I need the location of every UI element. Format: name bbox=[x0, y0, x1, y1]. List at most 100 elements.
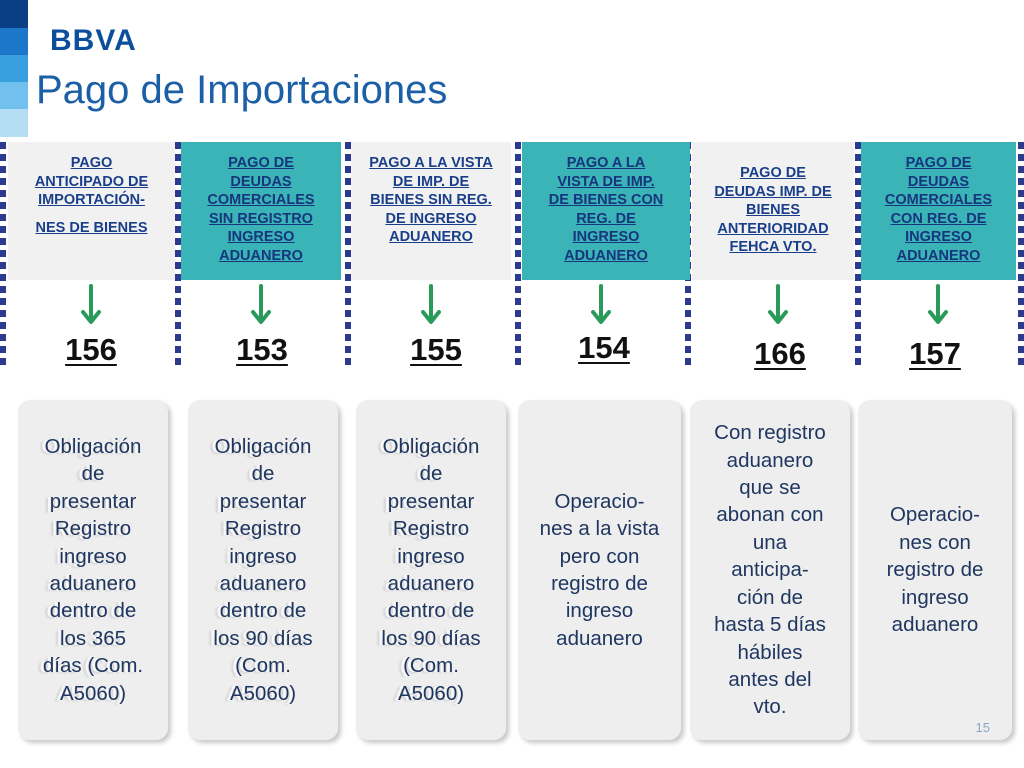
arrow-down-icon bbox=[928, 284, 948, 324]
card-line: Registro bbox=[54, 517, 132, 541]
card-line: los 90 días bbox=[381, 626, 481, 650]
card-line: aduanero bbox=[387, 572, 475, 595]
accent-stripe-3 bbox=[0, 55, 28, 82]
card-line: ingreso bbox=[901, 585, 969, 609]
card-line: Con registro bbox=[714, 421, 826, 445]
page-title: Pago de Importaciones bbox=[36, 68, 448, 112]
header-line: INGRESO bbox=[905, 229, 972, 245]
card-line: nes a la vista bbox=[539, 517, 660, 541]
card-line: Registro bbox=[224, 517, 302, 541]
card-line: dentro de bbox=[219, 599, 307, 623]
header-line: PAGO A LA VISTA bbox=[369, 155, 493, 171]
card-line: hábiles bbox=[737, 640, 803, 664]
column-separator bbox=[345, 142, 351, 370]
card-line: Operacio- bbox=[889, 503, 980, 527]
card-line: días (Com. bbox=[42, 654, 144, 678]
accent-stripe-4 bbox=[0, 82, 28, 109]
card-line: de bbox=[251, 462, 275, 486]
card-line: aduanero bbox=[49, 572, 137, 595]
card-line: registro de bbox=[551, 572, 648, 595]
header-line: COMERCIALES bbox=[884, 192, 993, 208]
header-line: CON REG. DE bbox=[890, 210, 987, 227]
header-line: ANTERIORIDAD bbox=[717, 220, 829, 237]
card-line: de bbox=[81, 462, 105, 486]
header-line: PAGO DE bbox=[228, 155, 294, 171]
card-line: aduanero bbox=[219, 572, 307, 595]
bbva-logo: BBVA bbox=[50, 24, 137, 57]
column-separator bbox=[515, 142, 521, 370]
card-text: Operacio- nes a la vista pero con regist… bbox=[540, 488, 660, 652]
card-text: Con registro aduanero que se abonan con … bbox=[714, 419, 826, 720]
card-line: vto. bbox=[753, 695, 787, 719]
header-gap bbox=[14, 210, 169, 219]
card-line: hasta 5 días bbox=[714, 613, 826, 637]
card-line: Obligación bbox=[44, 434, 142, 458]
header-line: IMPORTACIÓN- bbox=[38, 192, 145, 208]
header-line: PAGO DE bbox=[740, 165, 806, 181]
card-line: pero con bbox=[559, 544, 640, 568]
column-separator bbox=[175, 142, 181, 370]
header-line: SIN REGISTRO bbox=[209, 210, 313, 227]
description-card: Operacio- nes con registro de ingreso ad… bbox=[858, 400, 1012, 740]
card-line: de bbox=[419, 462, 443, 486]
column-header-154: PAGO A LA VISTA DE IMP. DE BIENES CON RE… bbox=[522, 142, 690, 280]
card-text: Obligación de presentar Registro ingreso… bbox=[381, 433, 480, 707]
card-line: nes con bbox=[899, 530, 971, 554]
operation-code: 157 bbox=[909, 336, 961, 371]
card-line: Obligación bbox=[382, 434, 480, 458]
card-text: Obligación de presentar Registro ingreso… bbox=[213, 433, 312, 707]
operation-code: 154 bbox=[578, 330, 630, 365]
card-line: (Com. bbox=[403, 654, 459, 678]
card-line: antes del bbox=[728, 667, 812, 691]
operation-code: 153 bbox=[236, 332, 288, 367]
header-line: REG. DE bbox=[576, 210, 636, 227]
card-line: anticipa- bbox=[731, 558, 809, 582]
accent-stripe-1 bbox=[0, 0, 28, 28]
column-separator bbox=[1018, 142, 1024, 370]
card-line: Registro bbox=[392, 517, 470, 541]
card-line: Obligación bbox=[214, 434, 312, 458]
card-line: registro de bbox=[886, 558, 984, 582]
description-card: Obligación de presentar Registro ingreso… bbox=[188, 400, 338, 740]
card-line: presentar bbox=[219, 489, 307, 513]
column-header-166: PAGO DE DEUDAS IMP. DE BIENES ANTERIORID… bbox=[692, 142, 854, 280]
description-card: Con registro aduanero que se abonan con … bbox=[690, 400, 850, 740]
header-line: PAGO A LA bbox=[566, 155, 646, 171]
operation-code: 156 bbox=[65, 332, 117, 367]
card-line: presentar bbox=[387, 489, 475, 513]
card-line: aduanero bbox=[891, 613, 979, 637]
header-line: NES DE BIENES bbox=[35, 219, 148, 236]
accent-stripe-2 bbox=[0, 28, 28, 55]
column-header-156: PAGO ANTICIPADO DE IMPORTACIÓN- NES DE B… bbox=[8, 142, 175, 280]
header-line: BIENES SIN REG. bbox=[370, 192, 492, 208]
header-line: COMERCIALES bbox=[207, 192, 315, 208]
page-number: 15 bbox=[975, 720, 990, 735]
column-header-155: PAGO A LA VISTA DE IMP. DE BIENES SIN RE… bbox=[351, 142, 511, 280]
description-card: Obligación de presentar Registro ingreso… bbox=[18, 400, 168, 740]
card-text: Operacio- nes con registro de ingreso ad… bbox=[887, 501, 984, 638]
card-line: una bbox=[752, 530, 788, 554]
header-line: ANTICIPADO DE bbox=[34, 173, 149, 190]
header-line: PAGO bbox=[70, 155, 113, 171]
card-line: aduanero bbox=[556, 626, 643, 650]
card-line: A5060) bbox=[397, 681, 465, 705]
header-line: DEUDAS IMP. DE bbox=[714, 183, 832, 200]
arrow-down-icon bbox=[591, 284, 611, 324]
card-line: ingreso bbox=[59, 544, 127, 568]
column-header-157: PAGO DE DEUDAS COMERCIALES CON REG. DE I… bbox=[861, 142, 1016, 280]
accent-stripe-5 bbox=[0, 109, 28, 137]
header-line: INGRESO bbox=[572, 229, 640, 245]
card-line: ingreso bbox=[229, 544, 297, 568]
header-line: DE IMP. DE bbox=[392, 173, 470, 190]
arrow-down-icon bbox=[421, 284, 441, 324]
card-line: A5060) bbox=[229, 681, 297, 705]
header-line: INGRESO bbox=[227, 229, 295, 245]
header-line: DEUDAS bbox=[907, 173, 970, 190]
card-line: ingreso bbox=[397, 544, 465, 568]
arrow-down-icon bbox=[768, 284, 788, 324]
operation-code: 166 bbox=[754, 336, 806, 371]
description-card: Operacio- nes a la vista pero con regist… bbox=[518, 400, 681, 740]
card-line: abonan con bbox=[716, 503, 824, 527]
header-line: ADUANERO bbox=[389, 229, 473, 245]
header-line: DE BIENES CON bbox=[548, 192, 664, 208]
